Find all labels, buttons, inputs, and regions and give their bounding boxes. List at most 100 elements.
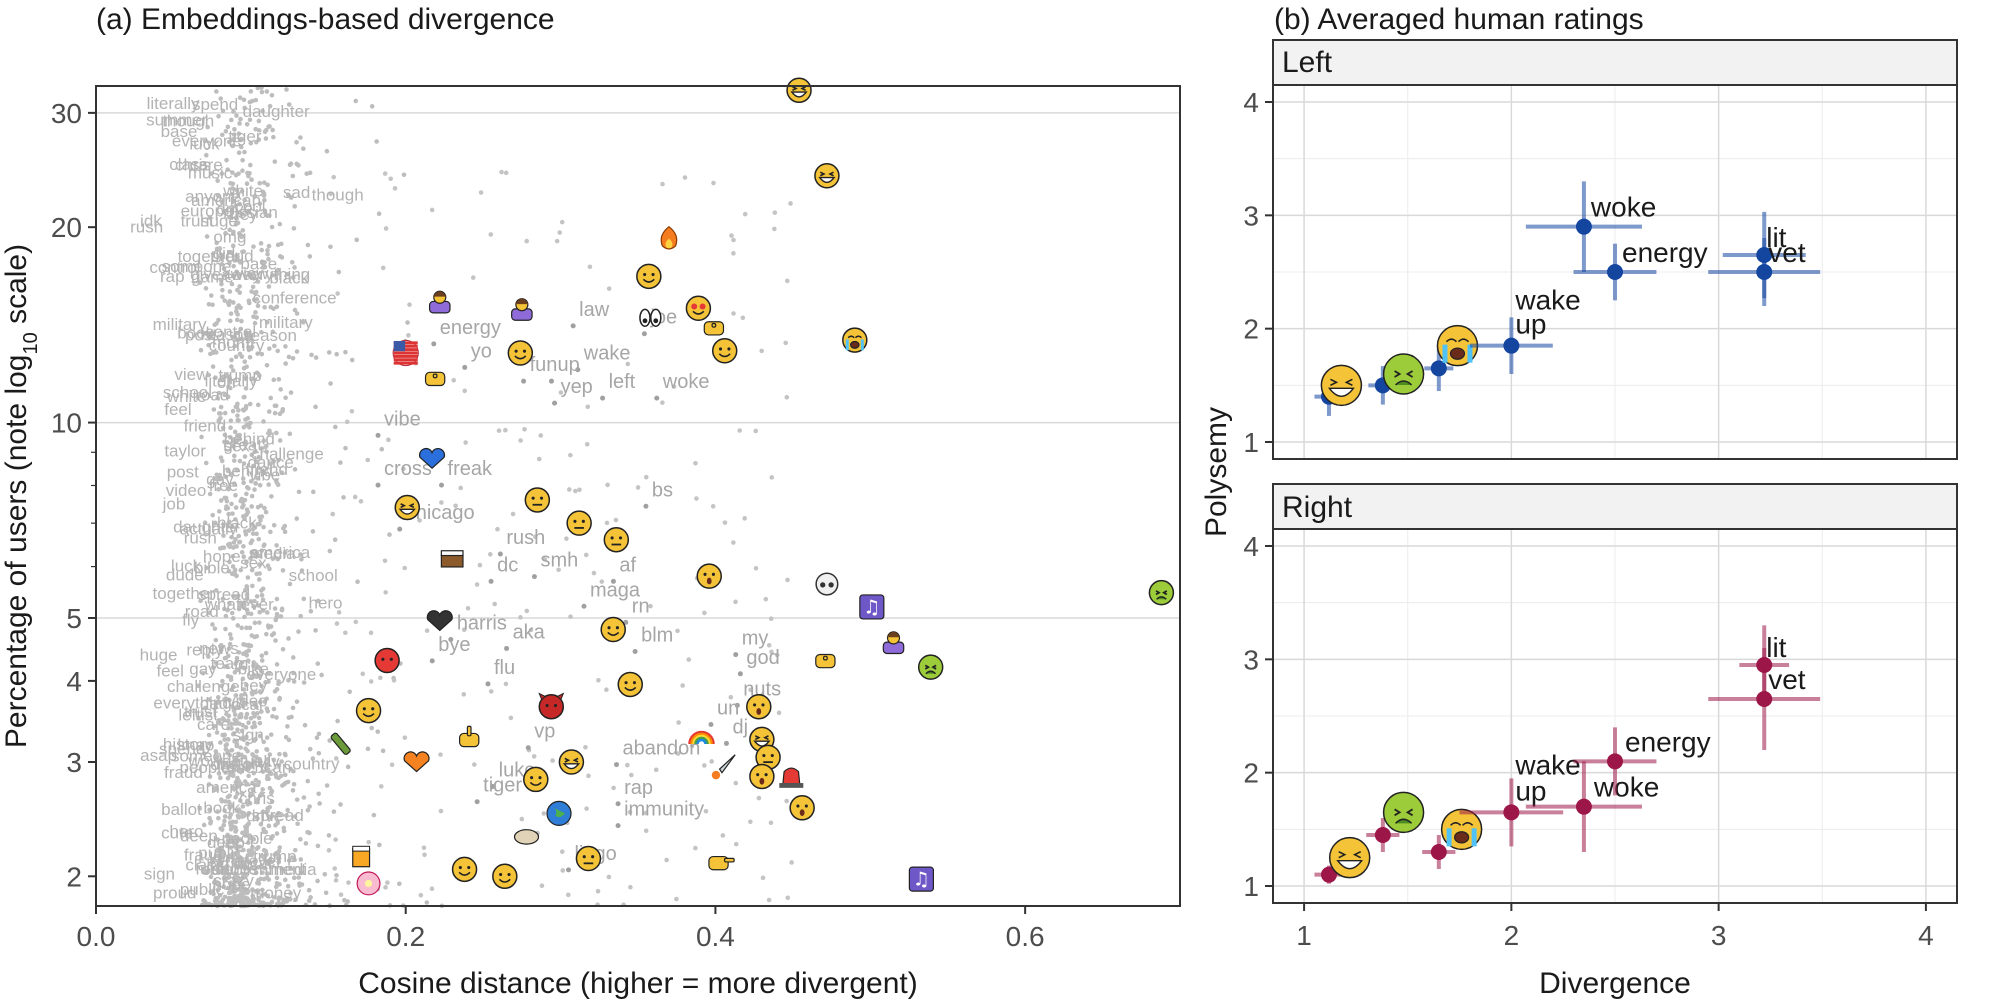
- background-dot: [248, 556, 253, 561]
- background-dot: [402, 565, 407, 571]
- background-dot: [252, 552, 258, 557]
- background-dot: [499, 169, 504, 175]
- background-dot: [252, 620, 258, 626]
- background-dot: [343, 445, 348, 451]
- background-dot: [233, 215, 239, 221]
- background-dot: [292, 814, 298, 819]
- background-dot: [254, 297, 260, 302]
- background-dot: [228, 425, 233, 431]
- background-dot: [282, 550, 288, 556]
- background-dot: [215, 837, 221, 843]
- rocket-body: [718, 754, 736, 774]
- background-dot: [239, 791, 245, 796]
- background-dot: [294, 699, 300, 704]
- background-dot: [216, 487, 221, 492]
- background-dot: [264, 631, 269, 637]
- background-dot: [198, 347, 204, 353]
- background-dot: [288, 865, 293, 871]
- background-dot: [242, 866, 248, 871]
- background-dot: [233, 661, 238, 667]
- background-dot: [239, 188, 245, 194]
- background-dot: [197, 806, 202, 811]
- background-dot: [208, 874, 214, 880]
- background-dot: [221, 884, 227, 889]
- background-dot: [222, 655, 228, 661]
- eye-shape: [1352, 850, 1362, 859]
- background-dot: [333, 837, 338, 842]
- word-point-label: wake: [583, 343, 631, 365]
- background-dot: [228, 180, 233, 186]
- background-dot: [223, 696, 228, 701]
- background-dot: [307, 830, 312, 836]
- background-word-label: money: [250, 884, 302, 903]
- background-dot: [285, 807, 290, 813]
- eye-shape: [764, 773, 768, 777]
- background-dot: [591, 570, 597, 576]
- background-dot: [234, 759, 240, 764]
- heart-shape: [418, 447, 446, 470]
- background-dot: [246, 208, 252, 214]
- word-point-dot: [566, 867, 572, 873]
- eye-shape: [1405, 370, 1414, 378]
- background-dot: [233, 517, 238, 522]
- background-dot: [246, 528, 252, 533]
- tear-shape: [1471, 828, 1477, 847]
- loudly-crying-face-icon: [1440, 808, 1483, 851]
- background-dot: [240, 804, 246, 809]
- background-dot: [288, 161, 294, 167]
- background-dot: [225, 858, 231, 863]
- finger-shape: [723, 857, 735, 863]
- panel-a-emoji-points: ♫♫: [330, 77, 1175, 896]
- mouth-shape: [706, 577, 712, 585]
- background-dot: [296, 489, 302, 495]
- background-dot: [294, 516, 300, 521]
- nauseated-face-2-icon: [917, 654, 944, 680]
- background-dot: [374, 139, 379, 144]
- background-dot: [235, 220, 241, 226]
- background-dot: [277, 882, 282, 887]
- background-dot: [518, 615, 523, 620]
- y-tick-label: 2: [1243, 314, 1259, 345]
- y-tick-label: 3: [1243, 200, 1259, 231]
- background-dot: [241, 687, 247, 692]
- eye-shape: [763, 735, 769, 741]
- background-dot: [204, 565, 209, 571]
- background-dot: [200, 670, 206, 676]
- face-screaming-icon: [746, 693, 772, 720]
- eye-shape: [753, 703, 757, 707]
- background-dot: [236, 150, 242, 155]
- eye-shape: [591, 855, 595, 859]
- background-dot: [242, 105, 247, 111]
- y-tick-label: 5: [66, 603, 82, 634]
- background-dot: [276, 848, 282, 854]
- background-dot: [689, 743, 695, 749]
- background-word-label: video: [166, 481, 207, 500]
- background-dot: [218, 404, 224, 410]
- face-shape: [636, 263, 662, 290]
- background-word-label: bible: [194, 559, 230, 578]
- background-dot: [243, 386, 249, 391]
- nausea-face-shape: [1148, 579, 1175, 606]
- background-dot: [269, 224, 275, 230]
- background-word-label: spread: [252, 806, 304, 825]
- background-dot: [250, 780, 255, 786]
- background-dot: [256, 128, 262, 133]
- background-dot: [269, 859, 275, 865]
- background-dot: [232, 567, 238, 573]
- background-dot: [568, 452, 573, 458]
- background-dot: [313, 355, 319, 360]
- background-dot: [227, 632, 233, 637]
- background-dot: [528, 627, 534, 633]
- background-dot: [371, 812, 377, 818]
- background-dot: [604, 687, 609, 692]
- background-dot: [326, 848, 332, 853]
- background-dot: [643, 474, 649, 480]
- background-dot: [245, 853, 251, 858]
- background-dot: [660, 181, 665, 187]
- data-point: [1374, 827, 1391, 843]
- background-dot: [338, 460, 343, 465]
- background-dot: [784, 798, 789, 804]
